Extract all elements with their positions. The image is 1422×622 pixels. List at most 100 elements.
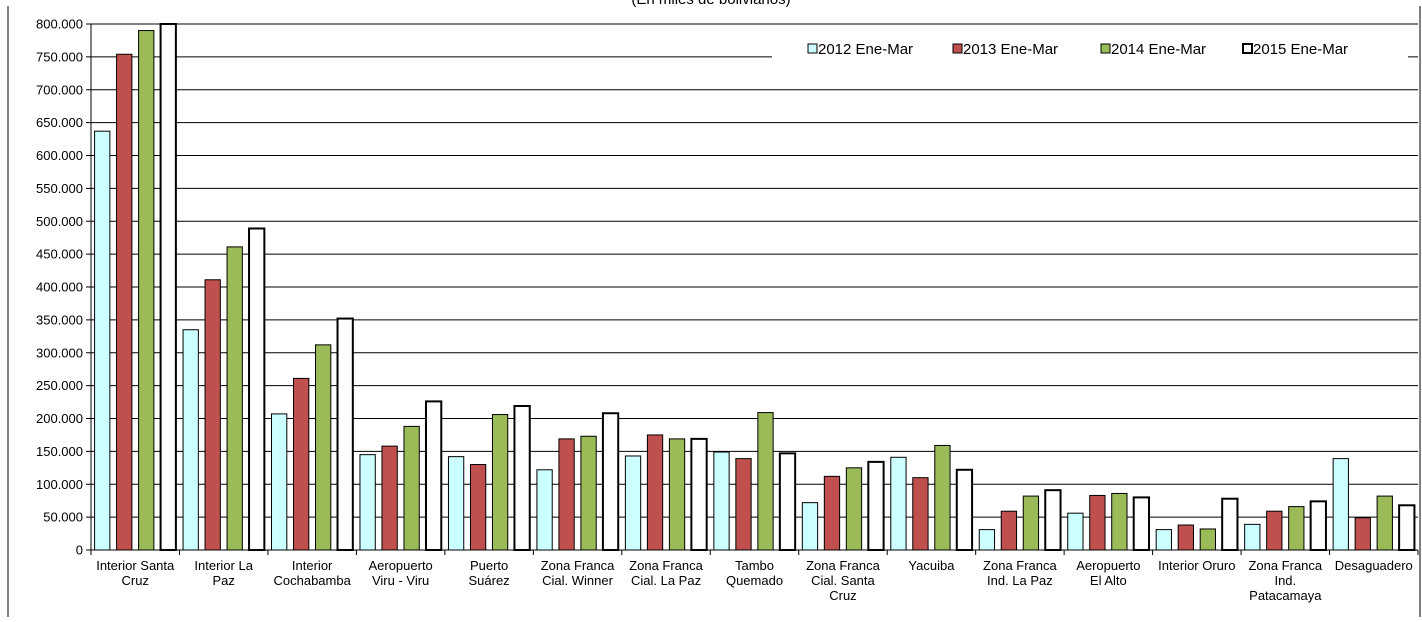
bar xyxy=(823,475,841,551)
x-tick-label: Viru - Viru xyxy=(372,573,429,588)
legend: 2012 Ene-Mar 2013 Ene-Mar 2014 Ene-Mar 2015… xyxy=(772,36,1408,70)
x-tick-label: Cochabamba xyxy=(274,573,352,588)
bar xyxy=(226,246,243,551)
x-tick-label: Cruz xyxy=(122,573,149,588)
y-tick-label: 800.000 xyxy=(36,17,83,32)
bar xyxy=(934,444,951,551)
bar xyxy=(1309,500,1327,552)
bar xyxy=(116,53,133,551)
bar xyxy=(1332,458,1349,551)
legend-label: 2014 Ene-Mar xyxy=(1111,41,1206,58)
bar xyxy=(757,412,774,551)
bar xyxy=(424,400,443,551)
x-tick-label: Zona Franca xyxy=(983,558,1057,573)
bar xyxy=(713,451,730,551)
bar xyxy=(1398,504,1416,552)
x-tick-label: Interior Oruro xyxy=(1158,558,1235,573)
x-tick-label: Yacuiba xyxy=(908,558,955,573)
bars xyxy=(94,23,1416,552)
bar xyxy=(359,454,376,551)
legend-swatch xyxy=(1242,43,1253,54)
bar xyxy=(94,130,111,551)
bar xyxy=(735,458,752,551)
bar xyxy=(801,502,819,551)
bar xyxy=(513,405,531,552)
y-tick-label: 550.000 xyxy=(36,181,83,196)
y-tick-label: 250.000 xyxy=(36,378,83,393)
bar xyxy=(890,456,907,551)
bar xyxy=(491,414,509,551)
x-tick-label: Ind. La Paz xyxy=(987,573,1053,588)
x-tick-label: Paz xyxy=(212,573,234,588)
bar xyxy=(336,317,354,551)
x-tick-label: Cial. Santa xyxy=(811,573,875,588)
chart-subtitle: (En miles de bolivianos) xyxy=(0,0,1422,8)
x-tick-label: Interior xyxy=(292,558,333,573)
bar xyxy=(845,467,863,551)
x-tick-label: Cial. Winner xyxy=(542,573,613,588)
bar xyxy=(1288,506,1305,551)
y-tick-label: 150.000 xyxy=(36,444,83,459)
x-tick-label: Tambo xyxy=(735,558,774,573)
bar xyxy=(978,529,996,551)
x-tick-label: Quemado xyxy=(726,573,783,588)
bar xyxy=(248,227,266,551)
x-tick-label: Zona Franca xyxy=(806,558,880,573)
y-tick-label: 650.000 xyxy=(36,115,83,130)
y-tick-label: 100.000 xyxy=(36,477,83,492)
bar xyxy=(778,452,797,552)
x-tick-label: Interior Santa xyxy=(96,558,175,573)
legend-label: 2012 Ene-Mar xyxy=(818,41,913,58)
bar xyxy=(447,456,465,551)
bar xyxy=(1266,510,1283,551)
y-tick-label: 450.000 xyxy=(36,247,83,262)
y-tick-label: 300.000 xyxy=(36,345,83,360)
bar xyxy=(1221,497,1239,551)
bar xyxy=(601,412,620,551)
bar xyxy=(912,477,929,551)
bar xyxy=(182,329,199,551)
bar xyxy=(293,377,310,551)
bar xyxy=(1111,492,1128,551)
bar xyxy=(138,30,155,551)
bar xyxy=(315,344,332,551)
x-tick-label: Puerto xyxy=(470,558,508,573)
bar xyxy=(1244,523,1261,551)
bar xyxy=(1067,512,1084,551)
y-tick-label: 400.000 xyxy=(36,280,83,295)
legend-background xyxy=(772,36,1408,70)
x-tick-label: Zona Franca xyxy=(629,558,703,573)
x-tick-label: Cial. La Paz xyxy=(631,573,701,588)
bar xyxy=(1022,495,1040,551)
x-tick-label: Suárez xyxy=(468,573,509,588)
bar xyxy=(381,445,398,551)
bar xyxy=(1155,529,1172,551)
legend-label: 2015 Ene-Mar xyxy=(1253,41,1348,58)
x-tick-label: Cruz xyxy=(829,588,856,603)
bar xyxy=(536,469,553,551)
bar xyxy=(668,438,686,551)
bar xyxy=(558,438,575,551)
x-tick-label: Interior La xyxy=(194,558,253,573)
bar xyxy=(403,425,420,551)
bar xyxy=(469,464,487,551)
legend-swatch xyxy=(1100,43,1111,54)
x-tick-label: Zona Franca xyxy=(541,558,615,573)
x-tick-label: Aeropuerto xyxy=(368,558,432,573)
y-tick-label: 750.000 xyxy=(36,49,83,64)
bar xyxy=(1044,489,1062,552)
bar xyxy=(271,413,288,551)
y-tick-label: 600.000 xyxy=(36,148,83,163)
x-tick-label: El Alto xyxy=(1090,573,1127,588)
legend-swatch xyxy=(952,43,963,54)
bar xyxy=(1132,496,1151,551)
bar xyxy=(1177,524,1194,551)
y-tick-label: 350.000 xyxy=(36,312,83,327)
bar xyxy=(159,23,177,551)
y-tick-label: 50.000 xyxy=(43,510,83,525)
bar xyxy=(955,468,974,551)
legend-swatch xyxy=(807,43,818,54)
bar xyxy=(690,437,708,552)
